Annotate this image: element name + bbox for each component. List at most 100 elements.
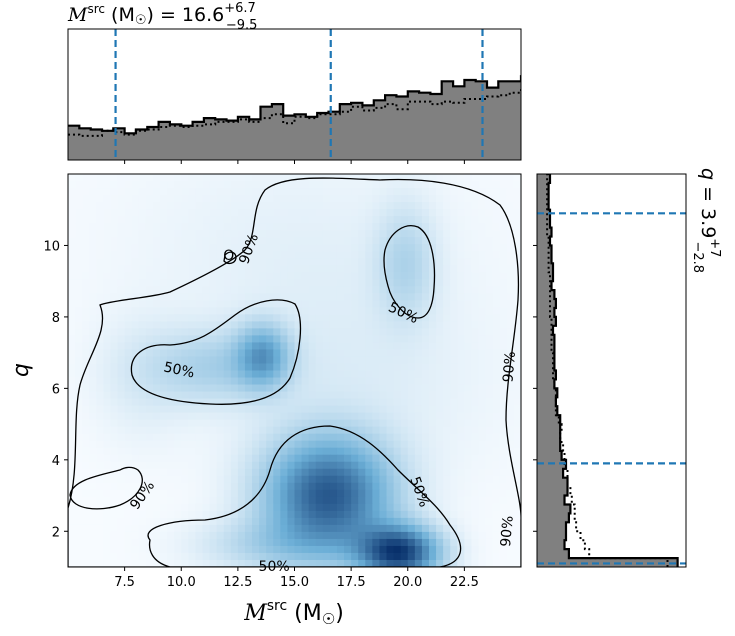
density-cell xyxy=(436,237,444,245)
density-cell xyxy=(464,489,473,498)
density-cell xyxy=(322,370,331,379)
density-cell xyxy=(499,524,508,533)
density-cell xyxy=(329,426,338,435)
density-cell xyxy=(223,251,232,259)
density-cell xyxy=(75,244,83,252)
density-cell xyxy=(181,258,189,266)
density-cell xyxy=(351,440,359,449)
density-cell xyxy=(259,209,267,217)
density-cell xyxy=(400,349,409,358)
density-cell xyxy=(421,202,430,210)
density-cell xyxy=(407,524,416,533)
density-cell xyxy=(216,223,225,231)
density-cell xyxy=(400,412,409,421)
density-cell xyxy=(443,440,451,449)
density-cell xyxy=(237,293,246,301)
density-cell xyxy=(230,426,239,435)
density-cell xyxy=(103,279,112,287)
density-cell xyxy=(110,545,119,554)
density-cell xyxy=(160,195,168,203)
density-cell xyxy=(252,342,260,351)
density-cell xyxy=(471,531,480,540)
density-cell xyxy=(259,510,267,519)
density-cell xyxy=(280,559,289,567)
density-cell xyxy=(216,181,225,189)
density-cell xyxy=(68,328,76,337)
density-cell xyxy=(259,391,267,400)
density-cell xyxy=(436,363,444,372)
density-cell xyxy=(160,202,168,210)
density-cell xyxy=(400,188,409,196)
density-cell xyxy=(336,209,345,217)
density-cell xyxy=(443,370,451,379)
density-cell xyxy=(322,321,331,329)
density-cell xyxy=(414,454,423,463)
density-cell xyxy=(506,426,515,435)
density-cell xyxy=(160,328,168,337)
density-cell xyxy=(301,524,310,533)
density-cell xyxy=(244,391,253,400)
density-cell xyxy=(336,426,345,435)
density-cell xyxy=(478,272,487,280)
density-cell xyxy=(379,384,388,393)
density-cell xyxy=(117,258,126,266)
density-cell xyxy=(450,356,458,365)
density-cell xyxy=(145,321,154,329)
density-cell xyxy=(464,454,473,463)
density-cell xyxy=(471,244,480,252)
density-cell xyxy=(329,363,338,372)
density-cell xyxy=(252,223,260,231)
density-cell xyxy=(145,209,154,217)
density-cell xyxy=(478,293,487,301)
density-cell xyxy=(506,286,515,294)
density-cell xyxy=(209,475,218,484)
density-cell xyxy=(117,489,126,498)
density-cell xyxy=(266,545,274,554)
density-cell xyxy=(443,321,451,329)
density-cell xyxy=(450,384,458,393)
density-cell xyxy=(450,531,458,540)
density-cell xyxy=(365,454,373,463)
density-cell xyxy=(167,349,175,358)
density-cell xyxy=(259,258,267,266)
density-cell xyxy=(329,272,338,280)
density-cell xyxy=(499,440,508,449)
density-cell xyxy=(400,545,409,554)
density-cell xyxy=(259,293,267,301)
density-cell xyxy=(209,419,218,428)
density-cell xyxy=(82,223,90,231)
density-cell xyxy=(68,405,76,414)
density-cell xyxy=(308,468,317,477)
density-cell xyxy=(351,370,359,379)
density-cell xyxy=(322,398,331,407)
density-cell xyxy=(89,489,97,498)
density-cell xyxy=(202,223,211,231)
density-cell xyxy=(259,335,267,344)
density-cell xyxy=(329,286,338,294)
density-cell xyxy=(259,174,267,182)
density-cell xyxy=(216,468,225,477)
density-cell xyxy=(195,398,204,407)
density-cell xyxy=(428,461,437,470)
density-cell xyxy=(174,223,182,231)
density-cell xyxy=(379,545,388,554)
density-cell xyxy=(407,328,416,337)
density-cell xyxy=(365,496,373,505)
density-cell xyxy=(110,279,119,287)
density-cell xyxy=(407,174,416,182)
density-cell xyxy=(131,363,140,372)
density-cell xyxy=(174,293,182,301)
density-cell xyxy=(492,279,501,287)
density-cell xyxy=(315,293,324,301)
density-cell xyxy=(421,272,430,280)
density-cell xyxy=(280,321,289,329)
density-cell xyxy=(471,419,480,428)
density-cell xyxy=(110,475,119,484)
density-cell xyxy=(202,293,211,301)
density-cell xyxy=(336,314,345,322)
density-cell xyxy=(471,363,480,372)
density-cell xyxy=(344,531,352,540)
density-cell xyxy=(428,286,437,294)
density-cell xyxy=(188,244,197,252)
density-cell xyxy=(145,503,154,512)
